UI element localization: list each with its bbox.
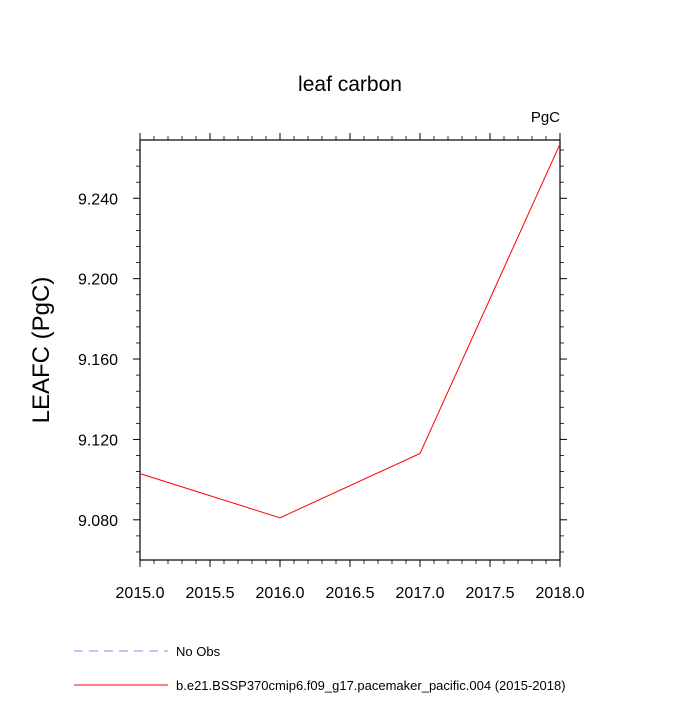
- x-tick-label: 2015.5: [186, 585, 235, 602]
- units-label: PgC: [531, 109, 560, 126]
- plot-area: 2015.0 2015.5 2016.0 2016.5 2017.0 2017.5 2018…: [78, 133, 585, 602]
- y-tick-label: 9.240: [78, 191, 118, 208]
- plot-frame: [139, 139, 561, 561]
- legend-label: b.e21.BSSP370cmip6.f09_g17.pacemaker_pac…: [176, 678, 566, 693]
- x-tick-label: 2015.0: [116, 585, 165, 602]
- y-axis-label: LEAFC (PgC): [28, 277, 55, 424]
- x-tick-label: 2017.0: [396, 585, 445, 602]
- series-line: [139, 143, 561, 519]
- x-tick-label: 2016.5: [326, 585, 375, 602]
- legend: No Obs b.e21.BSSP370cmip6.f09_g17.pacemak…: [74, 644, 566, 693]
- legend-label: No Obs: [176, 644, 221, 659]
- chart-title: leaf carbon: [298, 73, 402, 96]
- x-tick-label: 2018.0: [536, 585, 585, 602]
- x-tick-label: 2016.0: [256, 585, 305, 602]
- y-tick-label: 9.200: [78, 272, 118, 289]
- y-tick-label: 9.120: [78, 432, 118, 449]
- y-tick-label: 9.080: [78, 513, 118, 530]
- x-tick-label: 2017.5: [466, 585, 515, 602]
- y-tick-label: 9.160: [78, 352, 118, 369]
